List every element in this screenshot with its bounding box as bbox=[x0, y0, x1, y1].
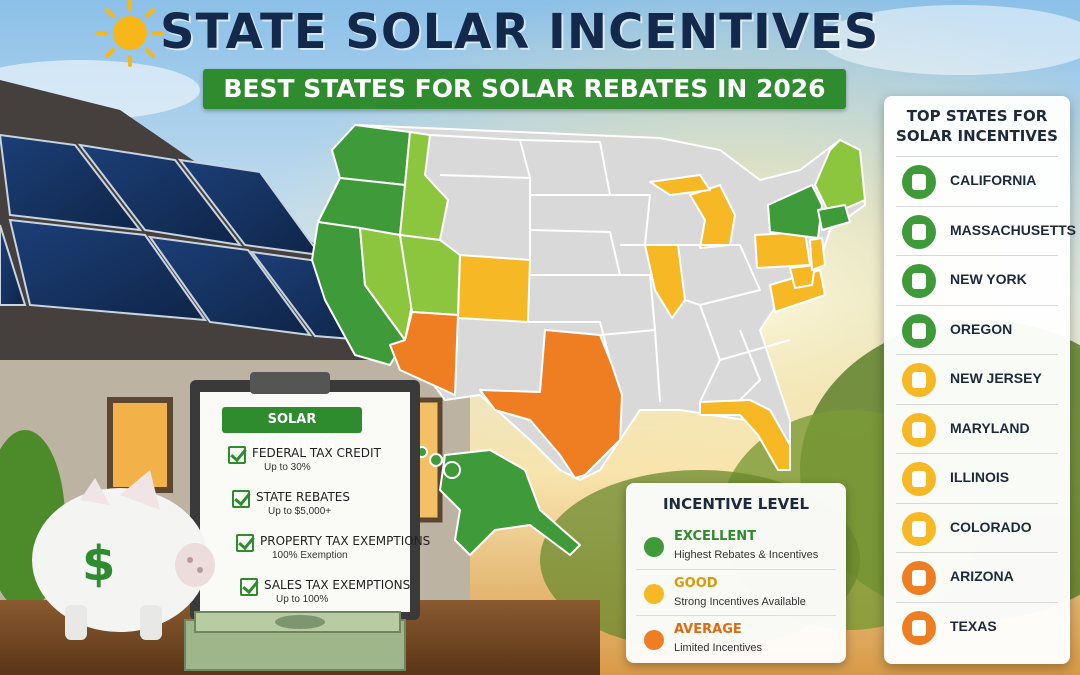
top-state-row: ILLINOIS bbox=[896, 453, 1058, 502]
new-jersey-shape-icon bbox=[902, 363, 936, 397]
legend-description: Highest Rebates & Incentives bbox=[674, 549, 819, 561]
top-state-name: CALIFORNIA bbox=[950, 172, 1037, 188]
checkmark-icon bbox=[228, 446, 246, 464]
california-shape-icon bbox=[902, 165, 936, 199]
legend-label: AVERAGE bbox=[674, 622, 742, 637]
top-state-row: MARYLAND bbox=[896, 403, 1058, 453]
new-york-shape-icon bbox=[902, 264, 936, 298]
legend-color-dot bbox=[644, 584, 664, 604]
top-state-name: TEXAS bbox=[950, 617, 997, 634]
clipboard-item-title: PROPERTY TAX EXEMPTIONS bbox=[260, 534, 431, 548]
top-state-row: OREGON bbox=[896, 304, 1058, 354]
clipboard-item-sub: 100% Exemption bbox=[272, 550, 348, 561]
massachusetts-shape-icon bbox=[902, 214, 936, 249]
top-state-name: MARYLAND bbox=[950, 419, 1030, 436]
legend-row-average: AVERAGE Limited Incentives bbox=[636, 615, 836, 664]
clipboard-item-title: FEDERAL TAX CREDIT bbox=[252, 446, 381, 460]
top-state-name: MASSACHUSETTS bbox=[950, 221, 1077, 238]
top-states-title-line1: TOP STATES FOR bbox=[906, 107, 1048, 125]
top-states-title: TOP STATES FOR SOLAR INCENTIVES bbox=[884, 106, 1070, 146]
maryland-shape-icon bbox=[902, 412, 936, 447]
top-state-name: ILLINOIS bbox=[950, 469, 1010, 485]
page-subtitle: BEST STATES FOR SOLAR REBATES IN 2026 bbox=[203, 69, 846, 109]
illinois-shape-icon bbox=[902, 462, 936, 496]
legend-row-good: GOOD Strong Incentives Available bbox=[636, 569, 836, 618]
top-state-name: ARIZONA bbox=[950, 568, 1014, 584]
top-state-row: COLORADO bbox=[896, 502, 1058, 552]
colorado-shape-icon bbox=[902, 511, 936, 546]
legend-color-dot bbox=[644, 537, 664, 557]
legend-label: GOOD bbox=[674, 576, 718, 591]
clipboard-icon bbox=[190, 372, 420, 620]
top-state-name: NEW JERSEY bbox=[950, 370, 1042, 386]
us-map-icon bbox=[311, 124, 866, 556]
arizona-shape-icon bbox=[902, 561, 936, 595]
top-state-row: ARIZONA bbox=[896, 552, 1058, 601]
legend-title: INCENTIVE LEVEL bbox=[662, 495, 810, 513]
clipboard-item-sub: Up to 30% bbox=[264, 462, 311, 473]
legend-row-excellent: EXCELLENT Highest Rebates & Incentives bbox=[636, 523, 836, 571]
piggy-bank-icon: $ bbox=[32, 470, 215, 640]
checkmark-icon bbox=[236, 534, 254, 552]
checkmark-icon bbox=[232, 490, 250, 508]
top-state-row: NEW YORK bbox=[896, 255, 1058, 304]
clipboard-item-sub: Up to 100% bbox=[276, 594, 329, 605]
top-state-row: NEW JERSEY bbox=[896, 354, 1058, 403]
incentive-legend: INCENTIVE LEVEL EXCELLENT Highest Rebates… bbox=[626, 483, 846, 663]
top-state-name: OREGON bbox=[950, 320, 1013, 337]
clipboard-item-sub: Up to $5,000+ bbox=[268, 506, 332, 517]
top-states-panel: TOP STATES FOR SOLAR INCENTIVES CALIFORN… bbox=[884, 96, 1076, 664]
top-state-row: CALIFORNIA bbox=[896, 156, 1058, 205]
legend-description: Strong Incentives Available bbox=[674, 596, 806, 608]
sun-icon bbox=[96, 0, 164, 67]
texas-shape-icon bbox=[902, 610, 936, 645]
checkmark-icon bbox=[240, 578, 258, 596]
top-state-row: TEXAS bbox=[896, 601, 1058, 651]
clipboard-item-title: SALES TAX EXEMPTIONS bbox=[264, 578, 411, 592]
clipboard-item-title: STATE REBATES bbox=[256, 490, 350, 504]
clipboard-title: SOLAR INCENTIVES bbox=[222, 407, 362, 453]
top-states-title-line2: SOLAR INCENTIVES bbox=[896, 127, 1058, 145]
piggy-dollar-symbol: $ bbox=[82, 536, 115, 592]
legend-label: EXCELLENT bbox=[674, 529, 757, 544]
top-state-name: COLORADO bbox=[950, 518, 1032, 535]
cash-stack-icon bbox=[184, 611, 406, 671]
legend-color-dot bbox=[644, 630, 664, 650]
page-title: STATE SOLAR INCENTIVES bbox=[160, 4, 880, 60]
oregon-shape-icon bbox=[902, 313, 936, 348]
top-state-name: NEW YORK bbox=[950, 271, 1027, 287]
legend-description: Limited Incentives bbox=[674, 642, 763, 654]
top-state-row: MASSACHUSETTS bbox=[896, 205, 1076, 255]
